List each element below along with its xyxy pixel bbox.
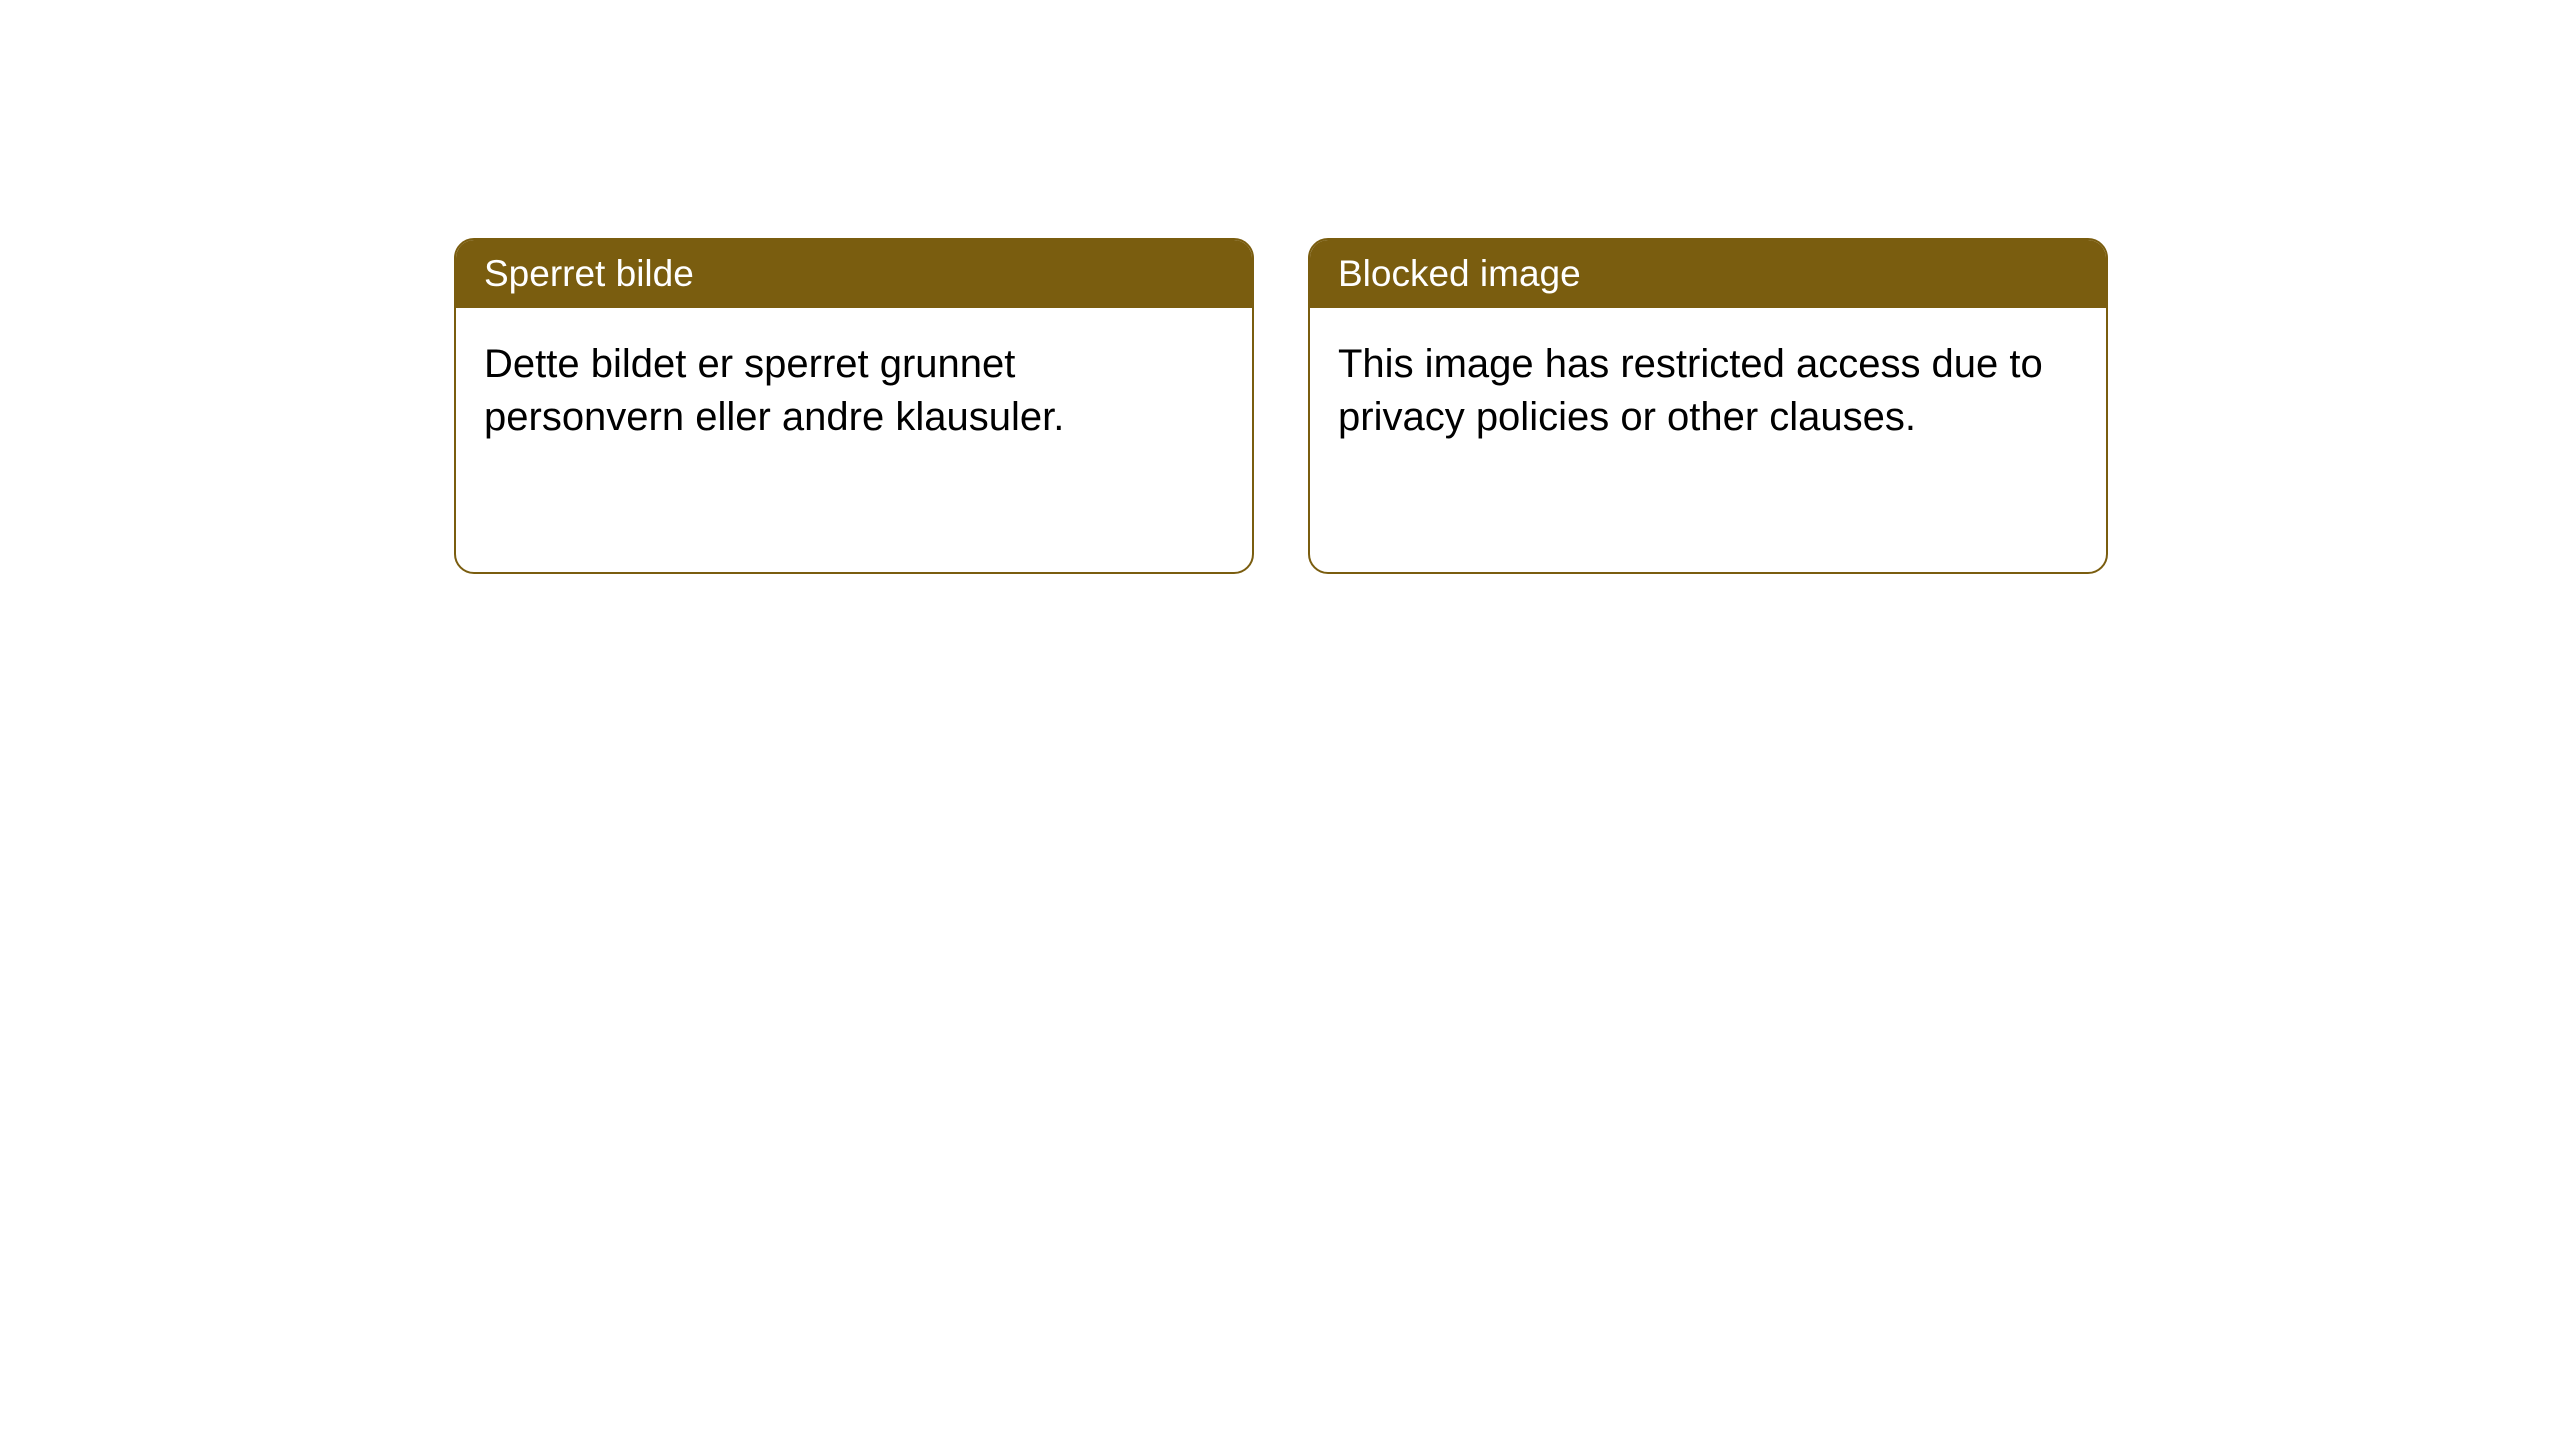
card-header: Blocked image xyxy=(1310,240,2106,308)
card-body-text: This image has restricted access due to … xyxy=(1338,342,2043,439)
card-body: This image has restricted access due to … xyxy=(1310,308,2106,474)
card-body-text: Dette bildet er sperret grunnet personve… xyxy=(484,342,1064,439)
card-header-text: Blocked image xyxy=(1338,253,1581,294)
notice-cards-container: Sperret bilde Dette bildet er sperret gr… xyxy=(454,238,2108,574)
notice-card-english: Blocked image This image has restricted … xyxy=(1308,238,2108,574)
card-body: Dette bildet er sperret grunnet personve… xyxy=(456,308,1252,474)
card-header: Sperret bilde xyxy=(456,240,1252,308)
card-header-text: Sperret bilde xyxy=(484,253,694,294)
notice-card-norwegian: Sperret bilde Dette bildet er sperret gr… xyxy=(454,238,1254,574)
